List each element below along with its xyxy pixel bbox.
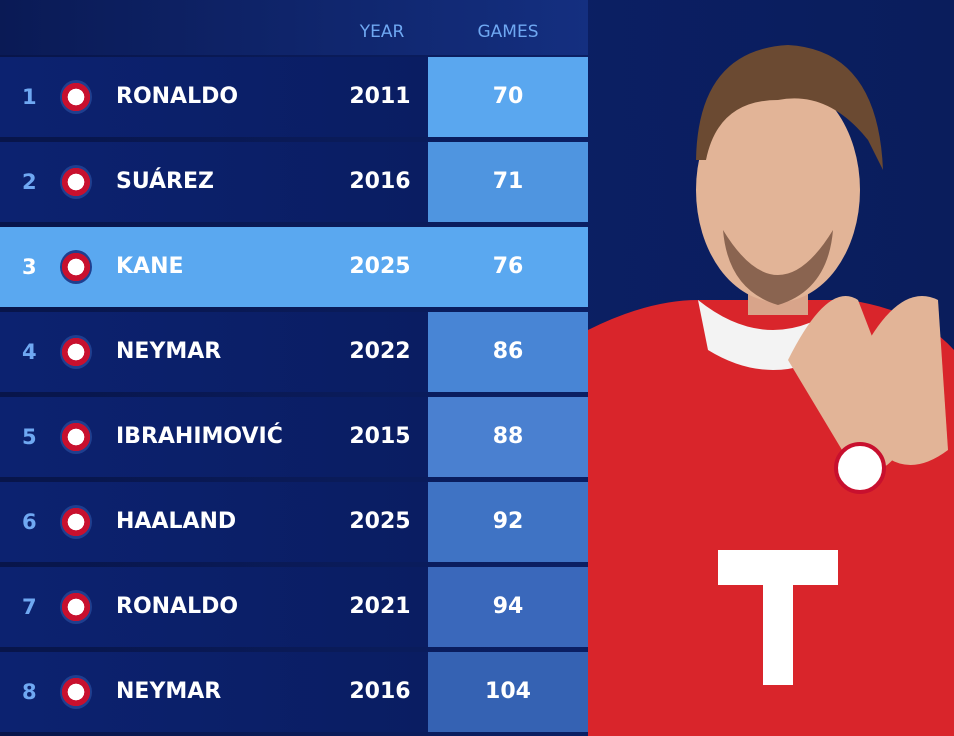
club-logo	[60, 420, 92, 454]
year: 2025	[349, 509, 411, 534]
player-photo	[588, 45, 954, 736]
year: 2011	[349, 84, 411, 109]
club-logo	[60, 80, 92, 114]
table-row: 7 RONALDO 2021 94	[0, 567, 588, 647]
rank: 4	[22, 340, 37, 364]
year: 2016	[349, 169, 411, 194]
games-cell	[428, 397, 588, 477]
club-logo	[60, 250, 92, 284]
games: 76	[492, 254, 524, 279]
rank: 8	[22, 680, 37, 704]
club-logo	[60, 505, 92, 539]
rank: 7	[22, 595, 37, 619]
games: 88	[492, 424, 524, 449]
club-logo	[60, 675, 92, 709]
games: 86	[492, 339, 524, 364]
player-name: NEYMAR	[116, 679, 222, 704]
rank: 5	[22, 425, 37, 449]
games-cell	[428, 227, 588, 307]
games-cell	[428, 57, 588, 137]
player-name: NEYMAR	[116, 339, 222, 364]
games-cell	[428, 652, 588, 732]
player-name: RONALDO	[116, 594, 239, 619]
table-row: 2 SUÁREZ 2016 71	[0, 142, 588, 222]
player-name: KANE	[116, 254, 184, 279]
games-cell	[428, 142, 588, 222]
games-cell	[428, 567, 588, 647]
table-row: 1 RONALDO 2011 70	[0, 57, 588, 137]
year: 2022	[349, 339, 411, 364]
header-bar	[0, 0, 588, 55]
player-name: SUÁREZ	[116, 169, 214, 194]
games-cell	[428, 312, 588, 392]
rank: 1	[22, 85, 37, 109]
games: 104	[485, 679, 531, 704]
club-logo	[60, 335, 92, 369]
games-header: GAMES	[477, 22, 539, 42]
player-name: HAALAND	[116, 509, 237, 534]
club-logo	[60, 165, 92, 199]
games: 71	[492, 169, 524, 194]
rank: 2	[22, 170, 37, 194]
year: 2021	[349, 594, 411, 619]
table-row: 4 NEYMAR 2022 86	[0, 312, 588, 392]
year-header: YEAR	[359, 22, 405, 42]
club-logo	[60, 590, 92, 624]
games-cell	[428, 482, 588, 562]
table-row: 3 KANE 2025 76	[0, 227, 588, 307]
rank: 6	[22, 510, 37, 534]
table-row: 6 HAALAND 2025 92	[0, 482, 588, 562]
year: 2025	[349, 254, 411, 279]
player-name: RONALDO	[116, 84, 239, 109]
games: 94	[492, 594, 524, 619]
year: 2016	[349, 679, 411, 704]
table-row: 5 IBRAHIMOVIĆ 2015 88	[0, 397, 588, 477]
games: 92	[492, 509, 524, 534]
year: 2015	[349, 424, 411, 449]
table-row: 8 NEYMAR 2016 104	[0, 652, 588, 732]
games: 70	[492, 84, 524, 109]
rank: 3	[22, 255, 37, 279]
player-name: IBRAHIMOVIĆ	[116, 424, 283, 449]
